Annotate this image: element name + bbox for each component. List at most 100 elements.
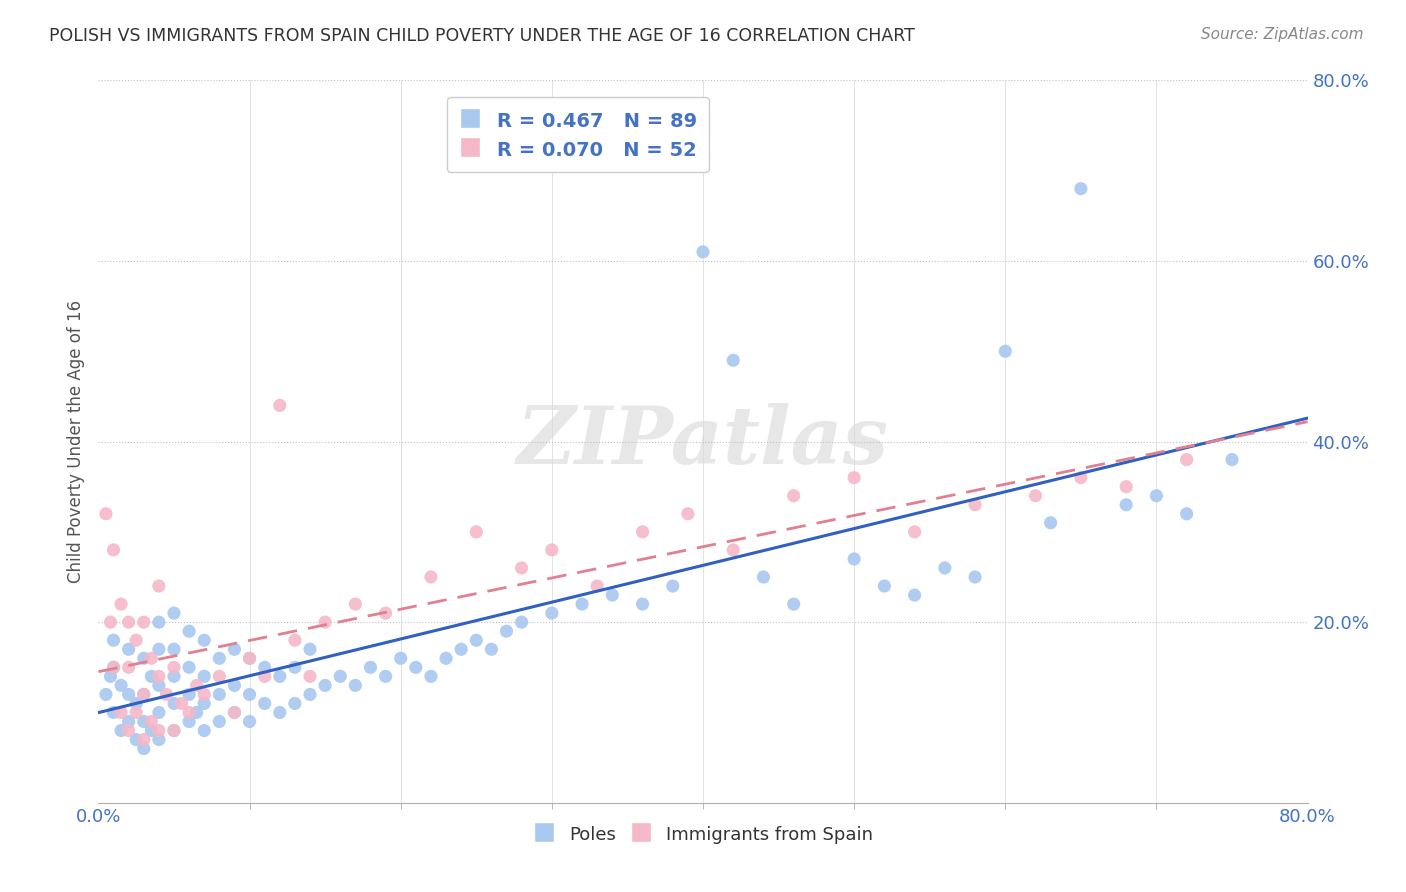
Point [873,579,896,593]
Point [1039,516,1062,530]
Point [239,687,262,701]
Point [148,678,170,692]
Point [148,669,170,683]
Point [141,723,163,738]
Point [965,498,987,512]
Point [434,651,457,665]
Point [163,697,186,711]
Point [103,660,125,674]
Point [179,706,201,720]
Point [344,678,367,692]
Point [103,542,125,557]
Point [1220,452,1243,467]
Point [602,588,624,602]
Point [148,706,170,720]
Point [661,579,683,593]
Text: Source: ZipAtlas.com: Source: ZipAtlas.com [1201,27,1364,42]
Point [118,723,141,738]
Point [132,741,155,756]
Point [481,642,503,657]
Point [239,714,262,729]
Point [148,642,170,657]
Point [208,714,231,729]
Point [465,633,488,648]
Point [148,615,170,630]
Point [186,706,208,720]
Point [179,687,201,701]
Point [360,660,382,674]
Point [118,687,141,701]
Point [1144,489,1167,503]
Point [904,588,927,602]
Point [314,678,336,692]
Point [284,633,307,648]
Text: ZIPatlas: ZIPatlas [517,403,889,480]
Point [783,597,806,611]
Point [94,507,117,521]
Point [1024,489,1046,503]
Point [844,471,866,485]
Point [193,697,215,711]
Point [118,615,141,630]
Point [170,697,193,711]
Point [631,524,654,539]
Legend: Poles, Immigrants from Spain: Poles, Immigrants from Spain [526,816,880,852]
Point [1115,498,1137,512]
Point [1115,480,1137,494]
Point [132,714,155,729]
Point [141,714,163,729]
Point [299,642,322,657]
Point [586,579,609,593]
Point [110,678,132,692]
Point [676,507,699,521]
Point [193,723,215,738]
Point [571,597,593,611]
Point [389,651,412,665]
Point [125,697,148,711]
Point [844,552,866,566]
Point [163,669,186,683]
Point [1070,182,1092,196]
Point [344,597,367,611]
Point [163,723,186,738]
Point [132,732,155,747]
Point [163,606,186,620]
Point [329,669,352,683]
Point [179,714,201,729]
Point [110,723,132,738]
Point [186,678,208,692]
Point [631,597,654,611]
Point [284,660,307,674]
Point [208,687,231,701]
Point [100,669,122,683]
Point [208,651,231,665]
Point [118,642,141,657]
Point [103,706,125,720]
Point [224,642,246,657]
Point [224,706,246,720]
Point [100,615,122,630]
Point [994,344,1017,359]
Point [148,732,170,747]
Point [253,669,276,683]
Point [299,669,322,683]
Point [1175,452,1198,467]
Point [94,687,117,701]
Point [510,561,533,575]
Point [224,706,246,720]
Point [132,651,155,665]
Point [125,732,148,747]
Point [1175,507,1198,521]
Point [284,697,307,711]
Point [405,660,427,674]
Point [420,669,443,683]
Point [110,597,132,611]
Point [374,669,396,683]
Point [253,697,276,711]
Point [148,723,170,738]
Point [723,542,745,557]
Point [299,687,322,701]
Point [179,624,201,639]
Point [314,615,336,630]
Point [510,615,533,630]
